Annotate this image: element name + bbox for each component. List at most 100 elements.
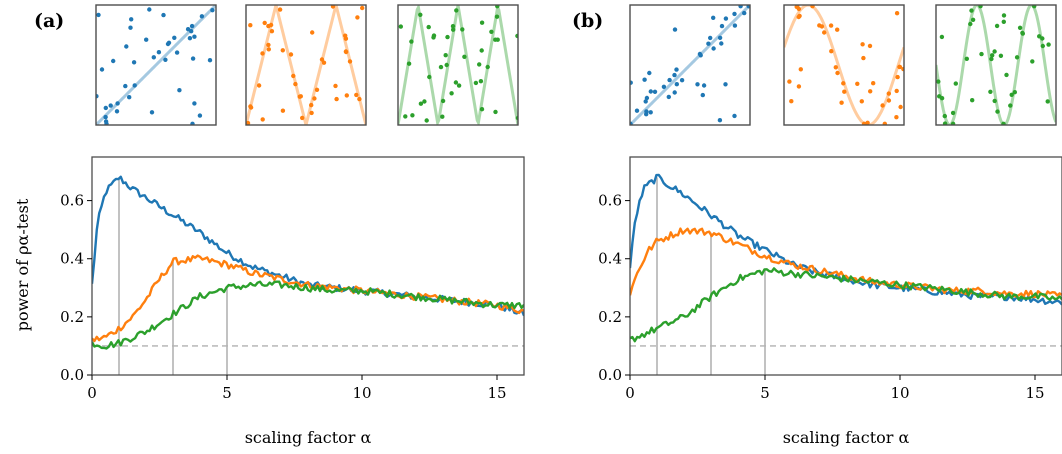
inset-point [674,67,679,72]
inset-point [172,35,177,40]
inset-point [647,70,652,76]
inset-point [156,50,162,55]
inset-point [717,118,723,123]
inset-point [822,30,827,35]
inset-point [950,110,956,116]
inset-point [99,67,105,72]
plot-panel-0: 0 5 10 15 0.0 0.2 0.4 0.6 [60,156,525,402]
inset-point [787,79,792,84]
inset-point [280,48,285,53]
inset-point [1014,55,1020,60]
inset-point [810,5,815,9]
inset-point [310,30,315,35]
inset-point [192,101,197,106]
inset-point [970,98,975,103]
inset-point [642,77,647,82]
inset-point [312,96,317,101]
inset-point [314,87,320,93]
inset-point [319,57,325,62]
inset-point [485,64,490,70]
inset-point [426,24,431,30]
x-tick-label: 5 [760,384,770,402]
inset-point [354,92,359,98]
inset-point [738,5,743,9]
inset-point [666,94,671,100]
inset-point [132,83,137,88]
inset-point [256,83,262,88]
inset-point [309,110,314,116]
inset-point [260,51,265,56]
inset-point [717,35,723,40]
inset-curve [936,5,1056,125]
inset-point [992,49,997,54]
inset-area [398,5,518,125]
inset-point [855,81,860,87]
inset-plot [935,4,1057,126]
inset-point [998,53,1004,58]
inset-point [149,110,155,115]
inset-point [207,58,213,63]
x-tick-label: 10 [890,384,909,402]
inset-point [444,62,449,68]
inset-point [131,60,137,65]
inset-point [187,36,193,41]
inset-point [128,25,133,30]
inset-point [189,23,195,29]
inset-point [995,109,1000,114]
series-line-1 [630,227,1062,299]
inset-point [422,99,427,104]
inset-point [440,114,445,119]
y-tick-label: 0.4 [60,250,84,268]
x-axis-label-b: scaling factor α [783,428,910,447]
inset-point [732,113,737,119]
inset-point [648,110,653,115]
inset-point [1008,103,1013,108]
inset-point [456,83,462,88]
inset-point [1040,43,1046,49]
inset-point [321,60,327,65]
inset-point [431,35,436,40]
inset-point [462,54,467,59]
inset-point [992,98,997,104]
inset-point [1017,25,1023,30]
inset-point [936,79,941,84]
inset-point [723,82,728,87]
inset-point [210,8,215,13]
inset-point [839,100,844,105]
inset-point [939,34,945,40]
inset-point [894,11,900,16]
inset-point [266,42,271,48]
plot-area [630,173,1062,375]
inset-point [1001,121,1006,125]
inset-frame [95,4,217,126]
panel-label-b: (b) [572,10,603,32]
inset-point [644,109,649,114]
inset-point [477,62,482,67]
inset-point [942,121,948,125]
inset-frame [397,4,519,126]
inset-point [151,55,156,60]
inset-point [277,7,283,12]
inset-curve [630,5,750,125]
inset-point [174,50,180,55]
x-tick-label: 5 [222,384,232,402]
inset-point [1001,13,1007,18]
inset-point [798,67,803,72]
inset-point [489,29,494,34]
inset-point [698,53,703,58]
inset-point [898,104,903,110]
inset-point [453,80,459,85]
inset-point [842,89,847,94]
inset-point [300,115,305,121]
inset-point [403,114,408,119]
inset-point [886,98,892,103]
inset-point [163,57,168,62]
inset-point [797,13,802,19]
inset-plot [629,4,751,126]
inset-point [648,89,653,94]
inset-point [789,99,794,104]
x-axis-label-a: scaling factor α [245,428,372,447]
inset-point [248,105,254,110]
inset-point [297,94,302,99]
